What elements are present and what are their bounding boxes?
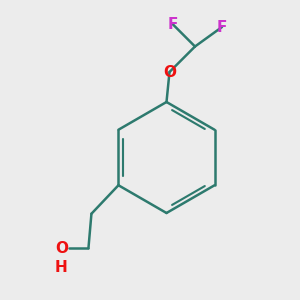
Text: H: H xyxy=(55,260,68,275)
Text: F: F xyxy=(167,16,178,32)
Text: F: F xyxy=(217,20,227,34)
Text: O: O xyxy=(163,64,176,80)
Text: O: O xyxy=(55,241,68,256)
